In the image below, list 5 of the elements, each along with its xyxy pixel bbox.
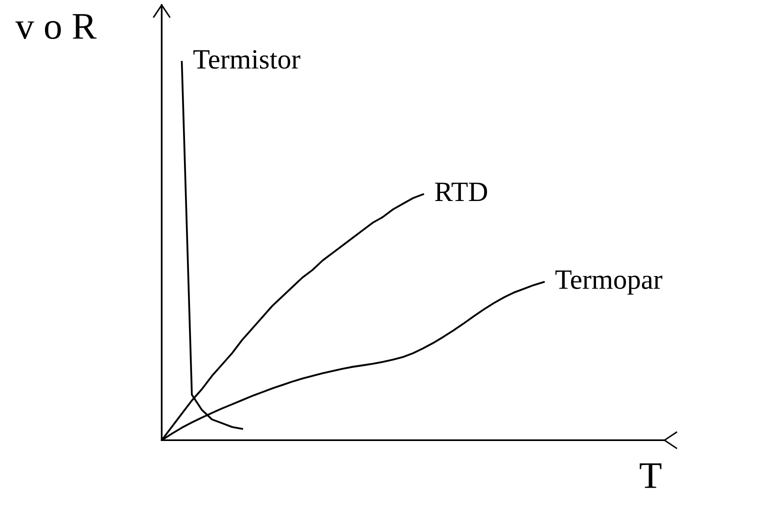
series-label: Termopar [555, 270, 662, 295]
y-axis-title: v o R [15, 14, 97, 40]
series-label: Termistor [193, 50, 300, 69]
x-axis-title: T [640, 463, 662, 488]
series-label: RTD [435, 182, 488, 201]
